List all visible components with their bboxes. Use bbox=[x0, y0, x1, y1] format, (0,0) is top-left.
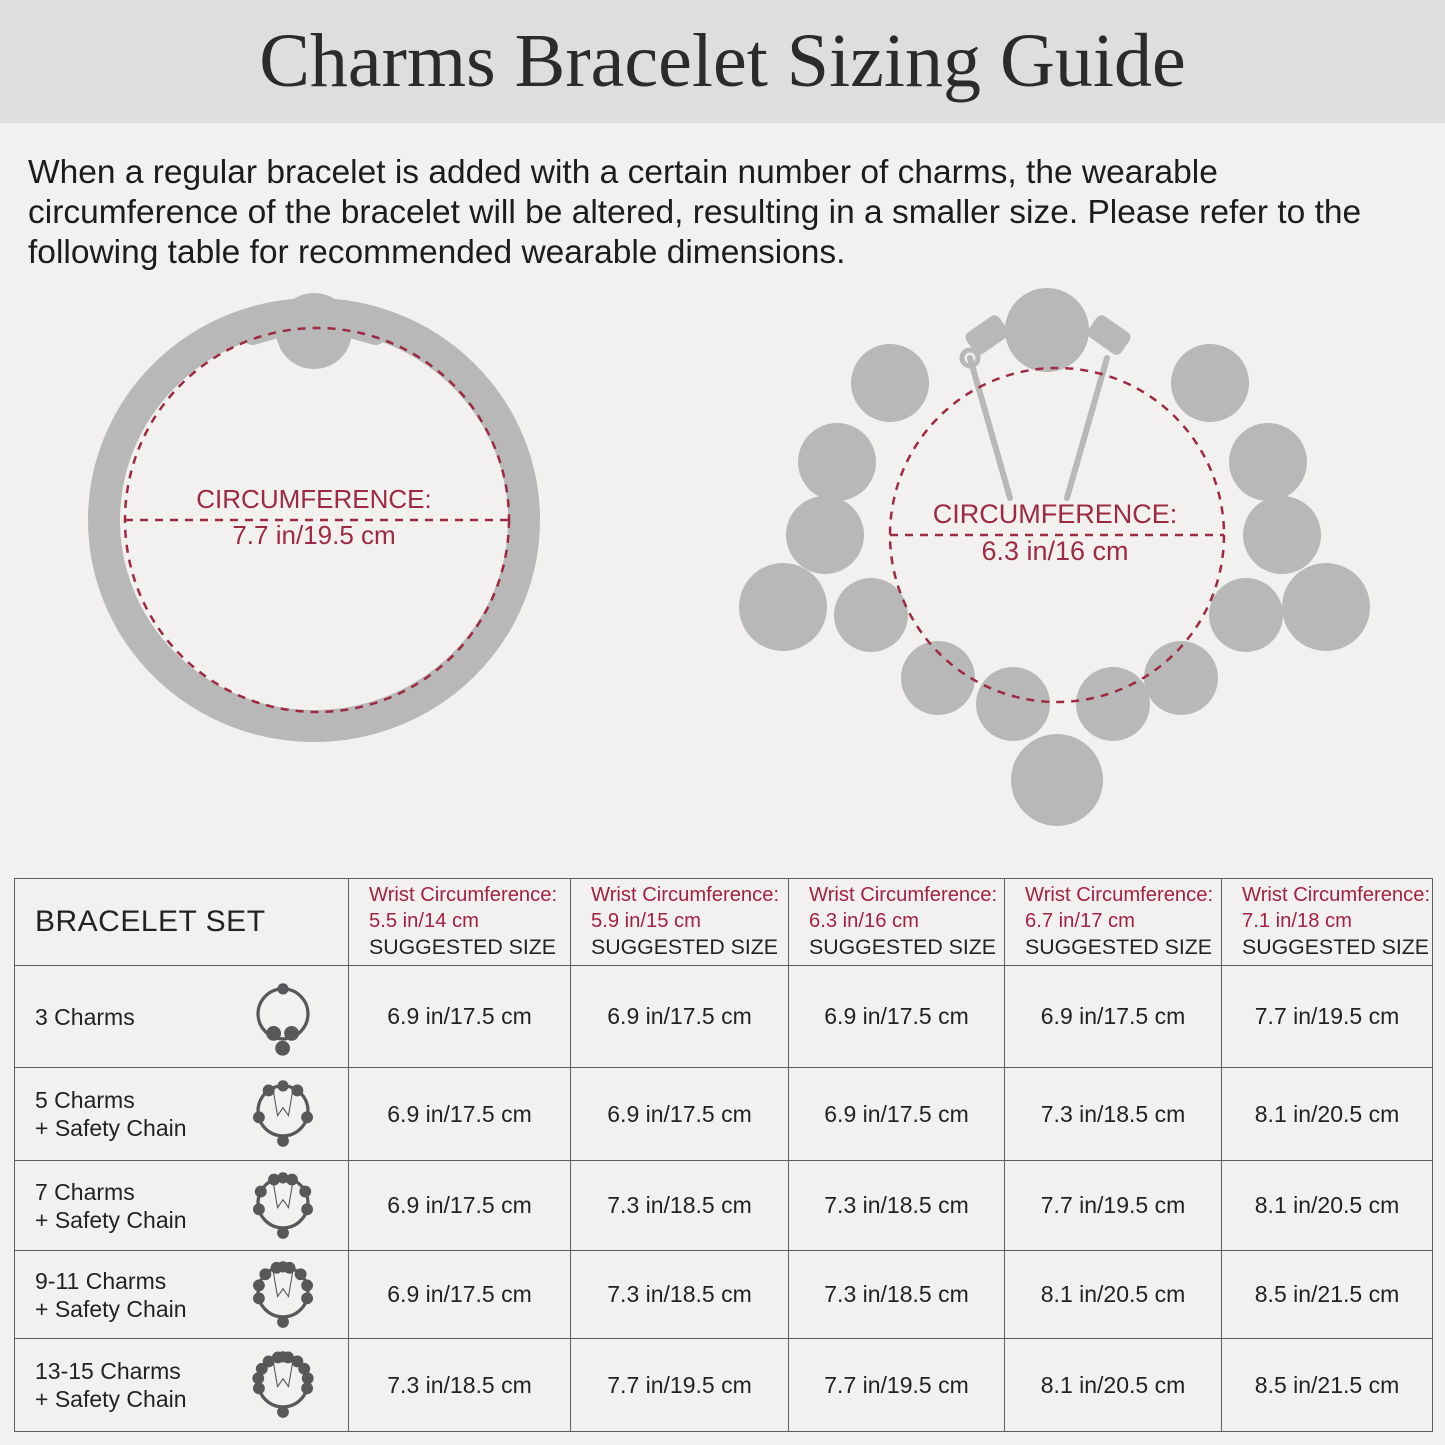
svg-text:7.7 in/19.5 cm: 7.7 in/19.5 cm bbox=[232, 520, 395, 550]
svg-text:CIRCUMFERENCE:: CIRCUMFERENCE: bbox=[933, 499, 1178, 529]
svg-text:CIRCUMFERENCE:: CIRCUMFERENCE: bbox=[196, 484, 431, 514]
svg-text:6.3 in/16 cm: 6.3 in/16 cm bbox=[981, 536, 1128, 566]
